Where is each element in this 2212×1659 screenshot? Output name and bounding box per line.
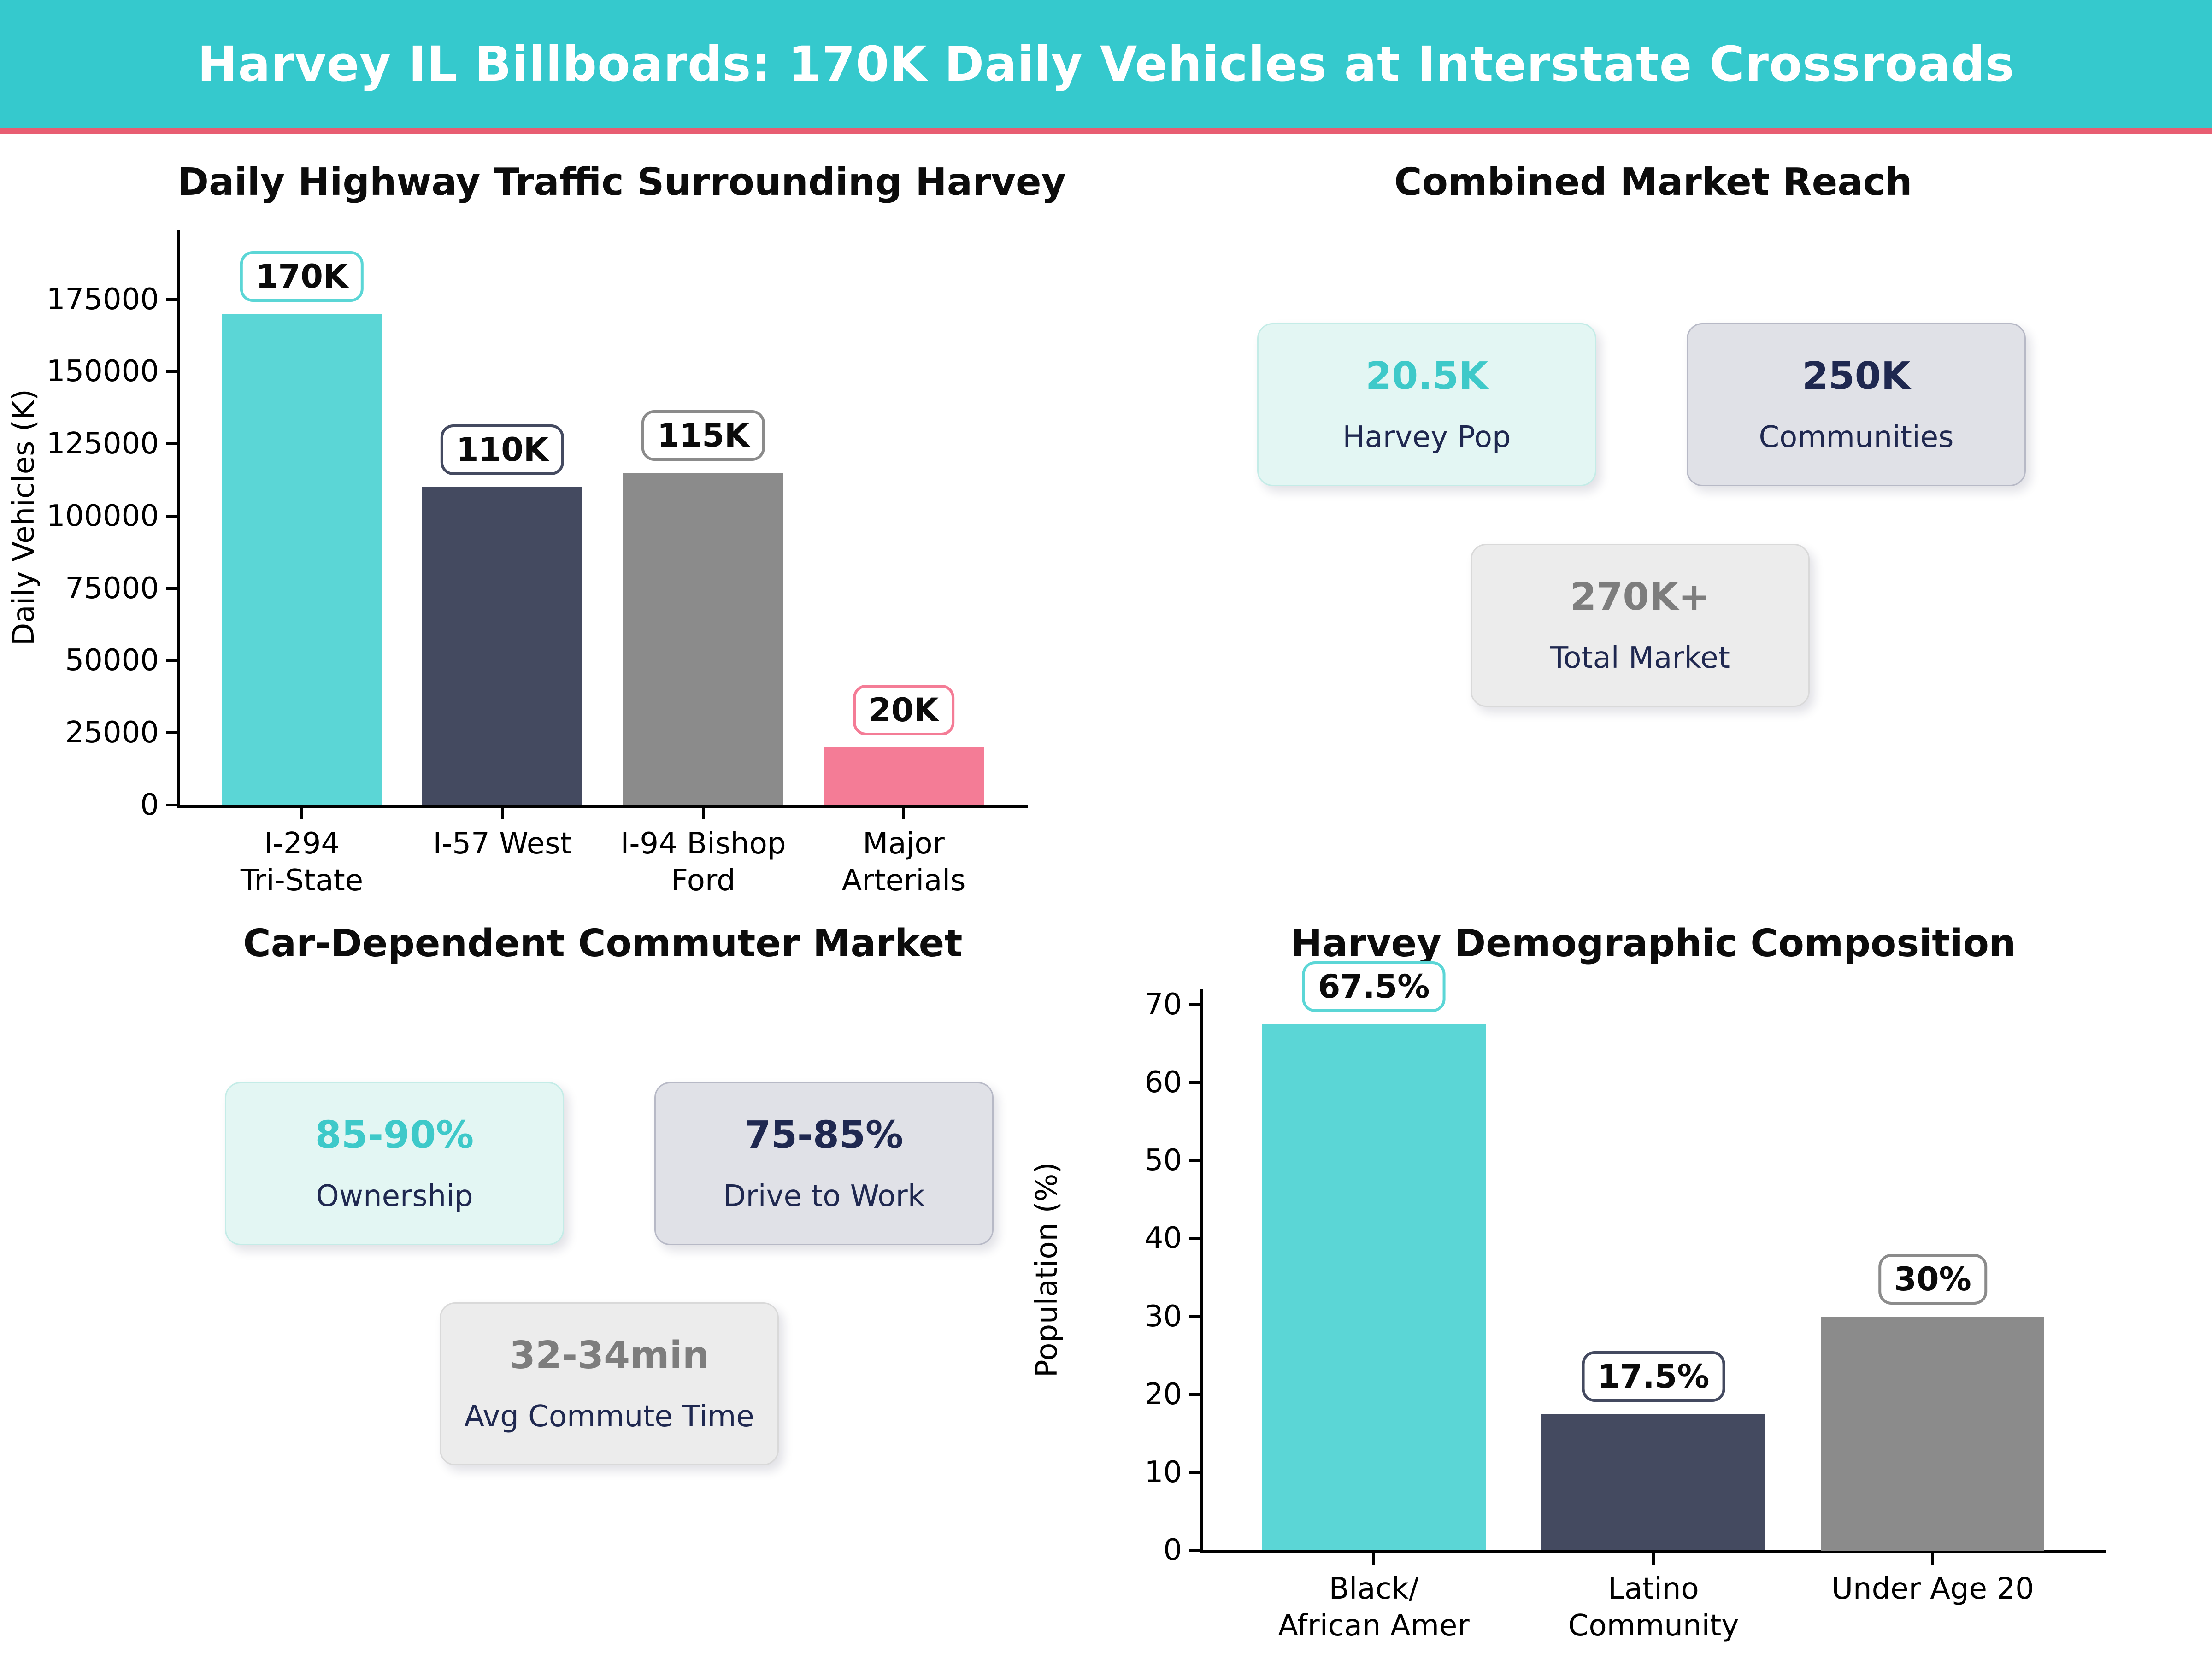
y-tick-label: 75000 [65,571,159,606]
y-tick-label: 50000 [65,643,159,678]
y-tick-mark [166,587,177,590]
bar [222,314,382,805]
stat-box-drive-to-work: 75-85% Drive to Work [654,1082,994,1245]
x-tick-mark [1372,1553,1375,1565]
y-tick-label: 60 [1144,1065,1182,1100]
stat-label: Total Market [1550,641,1730,675]
y-tick-mark [1189,1159,1200,1162]
y-tick-label: 30 [1144,1299,1182,1334]
bar-value-chip: 30% [1878,1254,1987,1305]
stat-label: Communities [1759,420,1954,454]
bar [824,747,984,805]
x-tick-label: I-94 Bishop Ford [620,827,786,898]
y-tick-label: 100000 [46,499,159,533]
x-tick-mark [501,808,504,819]
market-reach-title: Combined Market Reach [1394,160,1912,204]
bar-value-chip: 20K [853,685,954,735]
stat-value: 270K+ [1570,575,1710,619]
x-tick-mark [1931,1553,1934,1565]
y-axis-label: Population (%) [1030,1162,1064,1377]
y-tick-label: 40 [1144,1221,1182,1256]
x-tick-label: I-294 Tri-State [240,827,364,898]
y-tick-label: 125000 [46,427,159,461]
axis-spine-bottom [1200,1550,2106,1553]
y-tick-mark [166,442,177,446]
y-tick-mark [1189,1081,1200,1084]
stat-value: 85-90% [315,1113,474,1157]
bar [1262,1024,1486,1550]
y-tick-mark [166,804,177,806]
page-title: Harvey IL Billboards: 170K Daily Vehicle… [197,36,2015,92]
axis-spine-left [177,230,180,806]
x-tick-label: I-57 West [433,827,572,861]
market-reach-panel: Combined Market Reach 20.5K Harvey Pop 2… [1106,134,2212,899]
axis-spine-bottom [177,805,1028,808]
bar [422,487,582,805]
bar-value-chip: 17.5% [1582,1351,1725,1402]
y-tick-label: 25000 [65,716,159,750]
y-tick-label: 50 [1144,1143,1182,1178]
y-tick-mark [166,731,177,735]
x-tick-mark [902,808,905,819]
y-tick-label: 10 [1144,1455,1182,1489]
stat-box-commute-time: 32-34min Avg Commute Time [440,1302,779,1465]
x-tick-label: Major Arterials [841,827,966,898]
y-tick-mark [1189,1471,1200,1474]
stat-value: 32-34min [509,1334,710,1377]
x-tick-label: Latino Community [1568,1572,1739,1643]
x-tick-label: Black/ African Amer [1278,1572,1470,1643]
y-tick-mark [166,370,177,373]
header-accent-rule [0,128,2212,134]
y-tick-mark [166,514,177,518]
stat-label: Harvey Pop [1342,420,1511,454]
demographics-chart-panel: Harvey Demographic Composition 0 10 20 30 40… [1030,899,2212,1659]
stat-label: Avg Commute Time [464,1400,754,1434]
y-tick-mark [1189,1237,1200,1240]
y-axis-label: Daily Vehicles (K) [7,389,41,646]
bar-value-chip: 110K [440,424,565,475]
bar [623,473,783,805]
traffic-chart-panel: Daily Highway Traffic Surrounding Harvey… [0,134,1106,899]
axis-spine-left [1200,989,1203,1552]
y-tick-mark [166,298,177,301]
x-tick-label: Under Age 20 [1831,1572,2034,1606]
x-tick-mark [1652,1553,1655,1565]
bar-value-chip: 115K [641,410,765,461]
y-tick-label: 0 [1163,1533,1182,1567]
y-tick-mark [1189,1315,1200,1318]
bar [1821,1317,2044,1551]
stat-label: Ownership [316,1179,473,1213]
bar-value-chip: 67.5% [1302,961,1446,1012]
header: Harvey IL Billboards: 170K Daily Vehicle… [0,0,2212,128]
commuter-panel: Car-Dependent Commuter Market 85-90% Own… [0,899,1106,1659]
stat-box-total-market: 270K+ Total Market [1471,544,1810,707]
dashboard-grid: Daily Highway Traffic Surrounding Harvey… [0,134,2212,1659]
y-tick-label: 150000 [46,354,159,389]
y-tick-mark [1189,1393,1200,1396]
y-tick-label: 0 [140,788,159,822]
stat-box-harvey-pop: 20.5K Harvey Pop [1257,323,1596,486]
stat-value: 75-85% [744,1113,904,1157]
y-tick-label: 20 [1144,1377,1182,1412]
stat-box-communities: 250K Communities [1687,323,2026,486]
demographics-chart-title: Harvey Demographic Composition [1290,922,2016,965]
traffic-chart-title: Daily Highway Traffic Surrounding Harvey [177,160,1066,204]
y-tick-mark [1189,1003,1200,1006]
stat-box-ownership: 85-90% Ownership [225,1082,564,1245]
y-tick-label: 70 [1144,987,1182,1022]
stat-value: 250K [1802,354,1911,398]
x-tick-mark [702,808,705,819]
commuter-title: Car-Dependent Commuter Market [243,922,963,965]
y-tick-label: 175000 [46,282,159,317]
stat-value: 20.5K [1365,354,1488,398]
y-tick-mark [166,659,177,662]
bar [1541,1414,1765,1550]
x-tick-mark [300,808,303,819]
stat-label: Drive to Work [723,1179,925,1213]
y-tick-mark [1189,1549,1200,1552]
bar-value-chip: 170K [240,251,364,302]
